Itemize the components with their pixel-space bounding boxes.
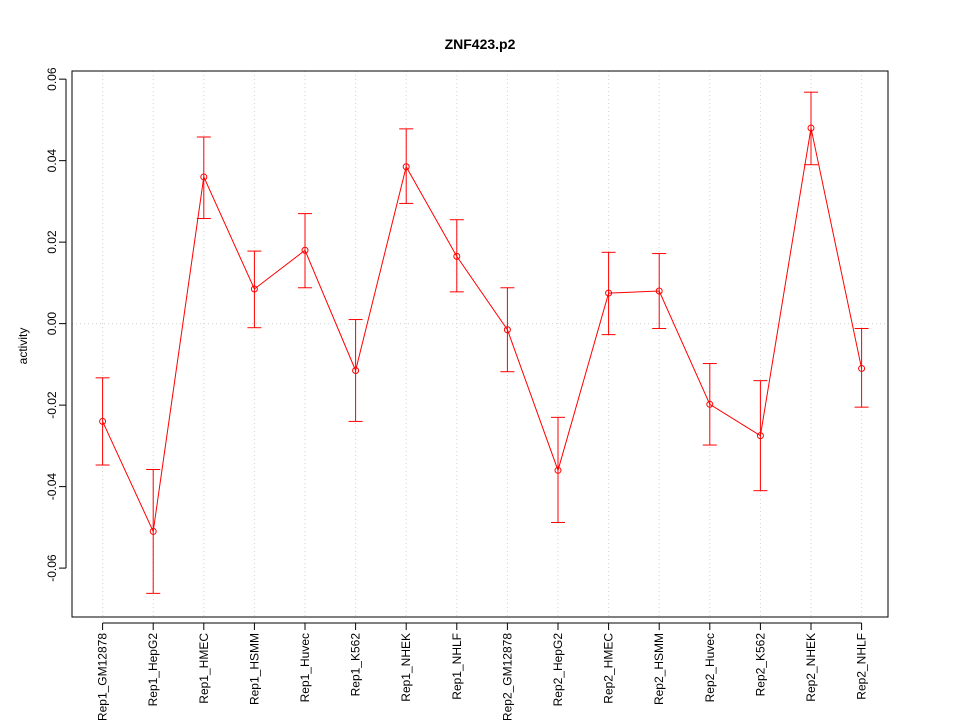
x-tick-label: Rep1_HMEC [197, 633, 211, 704]
chart-title: ZNF423.p2 [445, 36, 516, 52]
data-point [99, 417, 107, 425]
x-tick-label: Rep1_GM12878 [96, 633, 110, 720]
x-tick-label: Rep1_K562 [349, 633, 363, 697]
data-point [301, 246, 309, 254]
x-tick-label: Rep1_NHEK [399, 633, 413, 702]
y-tick-label: -0.06 [45, 554, 59, 582]
y-tick-label: 0.06 [45, 67, 59, 91]
data-point [402, 163, 410, 171]
data-point [503, 326, 511, 334]
x-tick-label: Rep1_HepG2 [146, 633, 160, 707]
data-point [554, 466, 562, 474]
x-tick-label: Rep2_K562 [753, 633, 767, 697]
data-point [250, 285, 258, 293]
series-activity [95, 91, 869, 594]
data-point [858, 364, 866, 372]
x-tick-label: Rep2_HSMM [652, 633, 666, 705]
x-tick-label: Rep2_Huvec [703, 633, 717, 702]
x-tick-label: Rep2_NHEK [804, 633, 818, 702]
data-point [605, 289, 613, 297]
x-tick-label: Rep1_HSMM [247, 633, 261, 705]
data-point [807, 124, 815, 132]
plot-frame [71, 70, 889, 618]
y-tick-label: -0.02 [45, 391, 59, 419]
axes: -0.06 -0.04 -0.02 0.00 0.02 0.04 0.06 Rep1_GM12… [45, 67, 869, 720]
data-point [200, 173, 208, 181]
y-tick-label: 0.02 [45, 230, 59, 254]
y-axis-label: activity [16, 328, 30, 365]
data-point [453, 252, 461, 260]
y-tick-label: -0.04 [45, 473, 59, 501]
grid [72, 71, 888, 617]
x-tick-label: Rep2_NHLF [855, 633, 869, 700]
data-point [706, 400, 714, 408]
x-tick-label: Rep2_HMEC [602, 633, 616, 704]
x-tick-label: Rep2_HepG2 [551, 633, 565, 707]
x-tick-label: Rep2_GM12878 [500, 633, 514, 720]
y-tick-label: 0.00 [45, 312, 59, 336]
data-point [655, 287, 663, 295]
series-line [102, 127, 863, 534]
x-tick-label: Rep1_NHLF [450, 633, 464, 700]
data-point [756, 432, 764, 440]
data-point [149, 527, 157, 535]
y-tick-label: 0.04 [45, 149, 59, 173]
x-tick-label: Rep1_Huvec [298, 633, 312, 702]
data-point [352, 366, 360, 374]
